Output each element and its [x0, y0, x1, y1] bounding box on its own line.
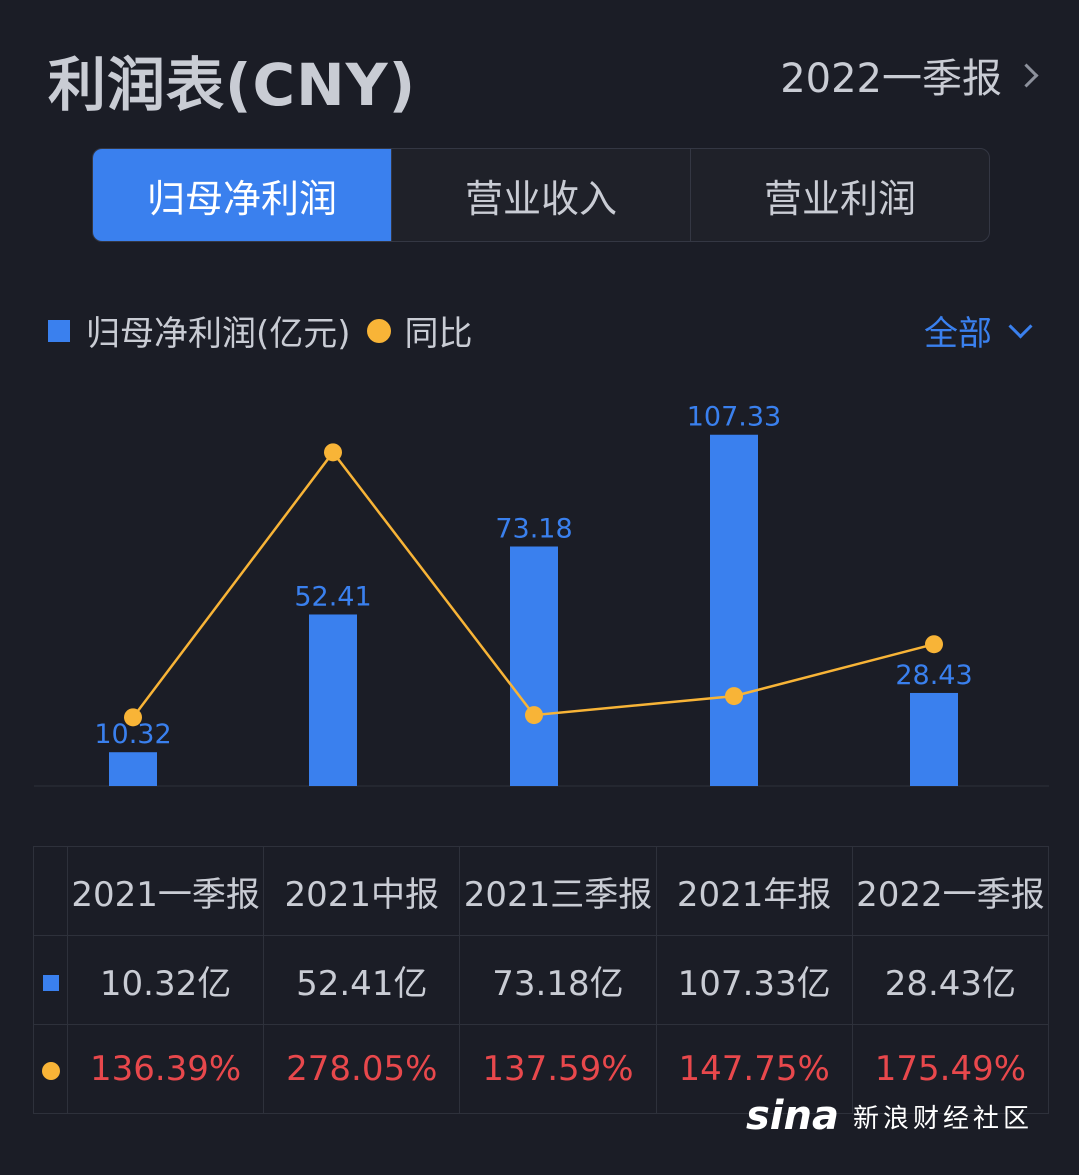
chevron-down-icon	[1008, 314, 1033, 339]
yoy-point-2	[525, 706, 543, 725]
profit-cell: 73.18亿	[459, 935, 657, 1025]
tab-operating-profit[interactable]: 营业利润	[763, 176, 916, 221]
table-header-cell: 2021三季报	[459, 846, 657, 936]
watermark-text: 新浪财经社区	[852, 1103, 1033, 1134]
period-label: 2022一季报	[780, 56, 1002, 102]
table-row-profit: 10.32亿 52.41亿 73.18亿 107.33亿 28.43亿	[33, 935, 1050, 1025]
metric-tabs: 归母净利润 营业收入 营业利润	[92, 148, 990, 242]
yoy-cell: 278.05%	[263, 1024, 461, 1114]
table-header-cell: 2021一季报	[66, 846, 265, 936]
tab-net-profit[interactable]: 归母净利润	[93, 149, 392, 241]
yoy-cell: 147.75%	[655, 1024, 853, 1114]
bar-2	[510, 546, 558, 786]
yoy-point-4	[925, 635, 943, 654]
bar-value-label-2: 73.18	[495, 514, 572, 545]
tab-revenue[interactable]: 营业收入	[392, 149, 691, 241]
bar-1	[309, 614, 357, 786]
yoy-cell: 136.39%	[66, 1024, 265, 1114]
table-header-cell: 2021年报	[655, 846, 853, 936]
yoy-point-1	[324, 443, 342, 462]
line-marker-icon	[41, 1062, 60, 1080]
range-filter-dropdown[interactable]: 全部	[924, 306, 1033, 355]
table-header-cell: 2022一季报	[851, 846, 1050, 936]
yoy-cell: 175.49%	[851, 1024, 1050, 1114]
line-legend-label: 同比	[404, 314, 473, 354]
profit-cell: 28.43亿	[851, 935, 1050, 1025]
range-filter-label: 全部	[924, 314, 992, 354]
bar-marker-icon	[42, 975, 59, 991]
bar-legend-swatch	[48, 319, 70, 342]
bar-0	[109, 752, 157, 786]
bar-value-label-1: 52.41	[294, 581, 371, 612]
profit-cell: 107.33亿	[655, 935, 853, 1025]
bar-value-label-3: 107.33	[687, 402, 781, 433]
profit-marker-cell	[33, 935, 68, 1025]
table-row-yoy: 136.39% 278.05% 137.59% 147.75% 175.49%	[33, 1024, 1050, 1114]
table-header-cell: 2021中报	[263, 846, 461, 936]
yoy-cell: 137.59%	[459, 1024, 657, 1114]
bar-3	[710, 434, 758, 786]
chart-legend: 归母净利润(亿元) 同比	[48, 306, 473, 355]
line-legend-swatch	[366, 318, 391, 343]
sina-logo: sina	[745, 1093, 839, 1139]
profit-cell: 52.41亿	[263, 935, 461, 1025]
chevron-right-icon	[1014, 62, 1039, 88]
bar-4	[910, 692, 958, 786]
period-selector[interactable]: 2022一季报	[780, 46, 1039, 104]
bar-legend-label: 归母净利润(亿元)	[86, 314, 351, 354]
yoy-point-0	[124, 708, 142, 727]
page-title: 利润表(CNY)	[48, 51, 417, 119]
yoy-marker-cell	[33, 1024, 68, 1114]
profit-cell: 10.32亿	[66, 935, 265, 1025]
table-corner-cell	[33, 846, 68, 936]
data-table: 2021一季报 2021中报 2021三季报 2021年报 2022一季报 10…	[33, 846, 1050, 1114]
bar-value-label-4: 28.43	[895, 660, 972, 691]
yoy-point-3	[725, 687, 743, 706]
table-header-row: 2021一季报 2021中报 2021三季报 2021年报 2022一季报	[33, 846, 1050, 936]
watermark: sina 新浪财经社区	[746, 1093, 1033, 1139]
